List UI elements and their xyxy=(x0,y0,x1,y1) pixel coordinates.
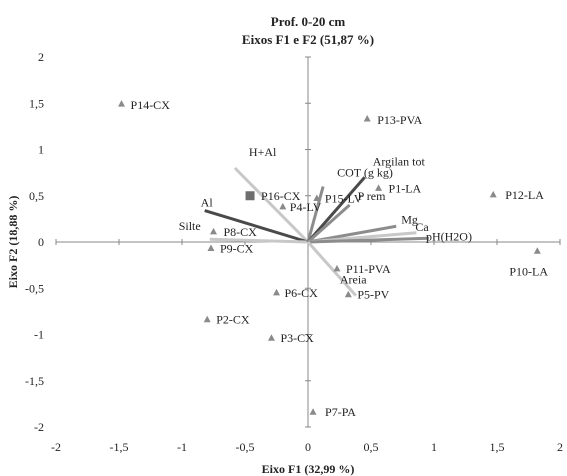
observation-points xyxy=(118,100,541,415)
vector-label: Al xyxy=(201,196,214,210)
y-tick-label: 0,5 xyxy=(29,189,44,203)
point-label: P13-PVA xyxy=(377,113,422,127)
point-marker xyxy=(533,247,541,254)
loading-vector xyxy=(307,203,351,244)
vector-label: H+Al xyxy=(249,145,277,159)
point-marker xyxy=(118,100,126,107)
point-label: P6-CX xyxy=(285,286,319,300)
point-marker xyxy=(203,315,211,323)
loading-vector xyxy=(209,237,309,244)
axes: -2 -1,5 -1 -0,5 0 0,5 1 1,5 2 -2 -1,5 -1 -0,5 0 0,5 1 1,… xyxy=(25,50,563,454)
x-tick-label: 1 xyxy=(431,440,437,454)
point-label: P5-PV xyxy=(357,288,389,302)
x-tick-label: -0,5 xyxy=(236,440,255,454)
point-label: P1-LA xyxy=(389,181,422,195)
point-marker xyxy=(489,190,497,198)
x-axis-title: Eixo F1 (32,99 %) xyxy=(262,462,355,476)
loading-vector xyxy=(306,186,325,243)
vector-label: Mg xyxy=(401,212,418,226)
x-tick-label: 0 xyxy=(305,440,311,454)
loading-vectors xyxy=(204,166,430,297)
chart-title: Prof. 0-20 cm xyxy=(271,14,346,29)
point-label: P7-PA xyxy=(325,405,356,419)
y-tick-label: -1 xyxy=(34,328,44,342)
point-label: P14-CX xyxy=(131,98,171,112)
loading-vector xyxy=(306,241,357,297)
y-tick-label: -1,5 xyxy=(25,374,44,388)
point-marker xyxy=(363,114,371,122)
point-marker xyxy=(273,288,280,296)
point-label: P11-PVA xyxy=(346,262,391,276)
x-tick-label: -1 xyxy=(177,440,187,454)
y-tick-label: -0,5 xyxy=(25,281,44,295)
y-tick-label: 1 xyxy=(38,143,44,157)
point-marker xyxy=(245,191,255,201)
point-marker xyxy=(207,244,215,251)
x-tick-label: -1,5 xyxy=(110,440,129,454)
loading-vector xyxy=(233,166,310,244)
point-marker xyxy=(333,264,341,272)
vector-label: Ca xyxy=(415,220,429,234)
point-marker xyxy=(210,227,217,235)
loading-vector xyxy=(204,209,309,244)
point-label: P16-CX xyxy=(261,189,301,203)
point-marker xyxy=(267,334,275,341)
y-tick-label: 0 xyxy=(38,235,44,249)
chart-subtitle: Eixos F1 e F2 (51,87 %) xyxy=(242,32,374,47)
point-label: P9-CX xyxy=(220,241,254,255)
x-tick-label: 2 xyxy=(557,440,563,454)
point-label: P4-LV xyxy=(290,200,322,214)
y-axis-title: Eixo F2 (18,88 %) xyxy=(6,196,20,289)
point-marker xyxy=(309,408,317,415)
point-label: P2-CX xyxy=(216,313,250,327)
y-tick-label: 2 xyxy=(38,50,44,64)
loading-vector xyxy=(307,236,430,244)
point-label: P12-LA xyxy=(505,188,544,202)
y-tick-label: -2 xyxy=(34,420,44,434)
vector-label: Areia xyxy=(340,273,367,287)
x-tick-label: -2 xyxy=(51,440,61,454)
vector-label: COT (g kg) xyxy=(337,166,393,180)
point-label: P10-LA xyxy=(509,264,548,278)
point-marker xyxy=(344,290,352,298)
y-tick-label: 1,5 xyxy=(29,96,44,110)
vector-label: Silte xyxy=(179,219,201,233)
point-marker xyxy=(279,202,287,210)
loading-vector xyxy=(306,176,366,243)
point-label: P3-CX xyxy=(280,331,314,345)
point-marker xyxy=(313,194,321,202)
point-label: P15-LV xyxy=(325,192,363,206)
x-tick-label: 1,5 xyxy=(490,440,505,454)
vector-label: Argilan tot xyxy=(373,154,426,168)
point-marker xyxy=(375,184,383,191)
vector-label: P rem xyxy=(358,189,387,203)
point-label: P8-CX xyxy=(224,225,258,239)
vector-label: pH(H2O) xyxy=(426,229,472,243)
x-tick-label: 0,5 xyxy=(364,440,379,454)
